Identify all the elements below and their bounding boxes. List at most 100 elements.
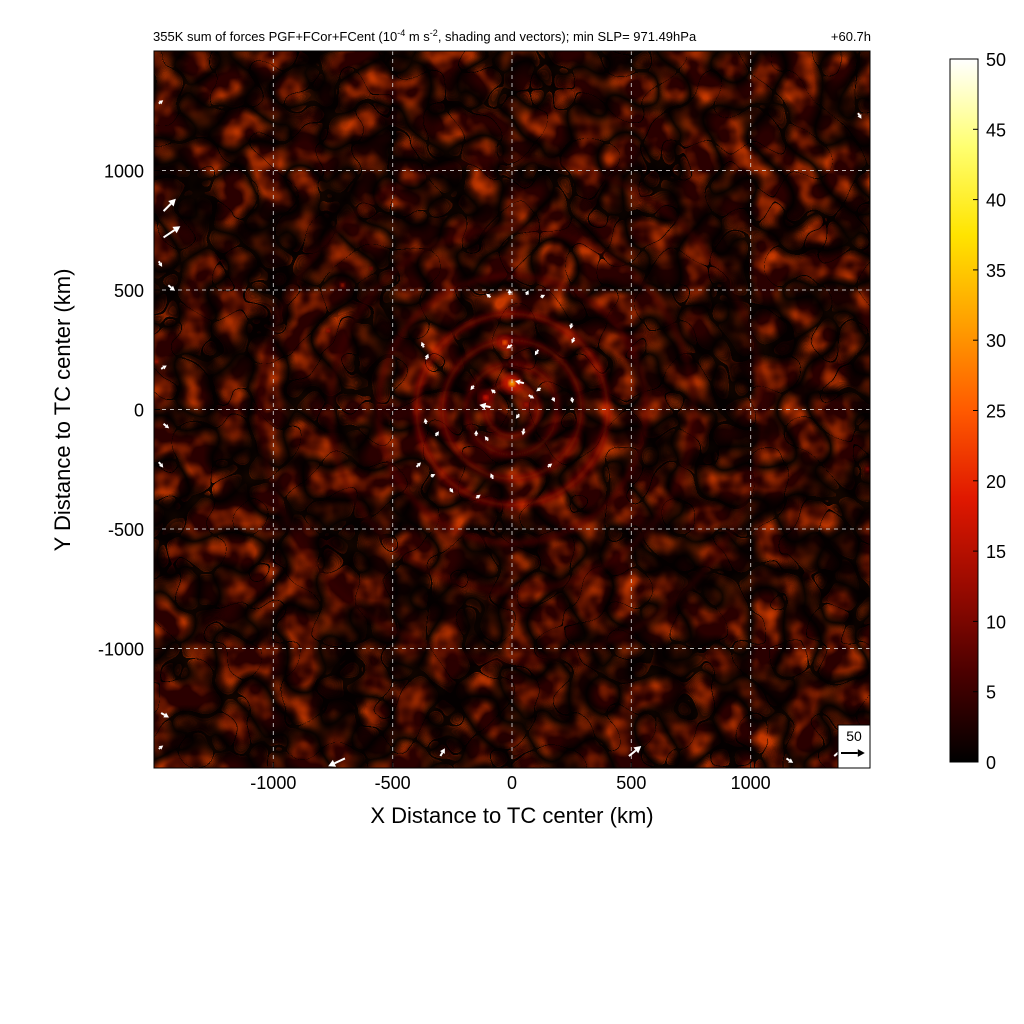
force-vector-shaft — [334, 757, 346, 765]
y-tick-label: 0 — [134, 401, 144, 421]
force-vector-head — [476, 494, 481, 499]
force-vector-shaft — [434, 433, 438, 437]
reference-vector-label: 50 — [846, 728, 862, 744]
force-vector-head — [434, 431, 439, 436]
force-vector-shaft — [160, 712, 166, 716]
force-vector-head — [515, 414, 520, 419]
force-vector-shaft — [162, 423, 167, 427]
force-vector — [167, 284, 176, 291]
force-vector-shaft — [439, 752, 444, 757]
force-vector — [514, 379, 525, 385]
colorbar-ticks: 0 5 10 15 20 25 30 35 40 45 50 — [973, 50, 1006, 773]
force-vectors — [157, 100, 862, 767]
force-vector — [524, 290, 529, 296]
force-vector-shaft — [157, 260, 161, 265]
heatmap-dark-streaks — [154, 51, 870, 768]
force-vector — [439, 748, 445, 757]
force-vector-head — [479, 402, 487, 410]
force-vector-head — [484, 436, 489, 441]
force-vector-shaft — [162, 229, 176, 239]
force-vector-shaft — [538, 387, 542, 390]
force-vector — [160, 365, 167, 370]
reference-vector-key: 50 — [837, 724, 871, 769]
force-vector-head — [423, 418, 428, 423]
force-vector-head — [430, 474, 436, 478]
force-vector-shaft — [572, 337, 575, 341]
force-vector — [420, 341, 425, 348]
force-vector-shaft — [158, 101, 161, 105]
force-vector-head — [158, 745, 164, 750]
force-vector-head — [158, 262, 163, 267]
force-vector-head — [168, 198, 176, 207]
colorbar-tick-label: 45 — [986, 120, 1006, 140]
force-vector-shaft — [785, 757, 791, 762]
x-axis-label: X Distance to TC center (km) — [370, 803, 653, 828]
force-vector — [423, 418, 428, 425]
force-vector — [434, 431, 439, 437]
force-vector-head — [529, 394, 535, 399]
x-tick-label: 0 — [507, 773, 517, 793]
force-vector — [475, 494, 481, 499]
force-vector-shaft — [485, 405, 491, 409]
force-vector — [534, 349, 540, 356]
force-vector-shaft — [160, 366, 164, 370]
force-vector-head — [514, 379, 521, 385]
force-vector — [449, 487, 454, 493]
force-vector-shaft — [167, 284, 172, 289]
x-tick-label: 1000 — [731, 773, 771, 793]
hotspot-core — [524, 402, 529, 407]
force-vector-head — [540, 294, 546, 299]
force-vector-head — [449, 488, 454, 493]
force-vector — [515, 413, 520, 419]
force-vector — [158, 745, 164, 750]
force-vector — [521, 428, 526, 436]
force-vector-shaft — [425, 357, 428, 360]
force-vector — [158, 100, 164, 105]
force-vector — [162, 198, 176, 212]
force-vector-shaft — [157, 461, 162, 466]
force-vector — [536, 387, 542, 392]
colorbar-tick-label: 50 — [986, 50, 1006, 70]
force-vector-head — [416, 462, 422, 467]
force-vector — [569, 397, 575, 404]
force-vector-head — [169, 285, 176, 291]
force-vector — [569, 323, 574, 330]
force-vector-head — [158, 100, 164, 105]
force-vector — [571, 337, 576, 344]
force-vector — [470, 385, 475, 391]
hotspot-core — [369, 266, 373, 270]
force-vector-shaft — [472, 385, 475, 388]
force-vector-head — [551, 397, 555, 403]
chart-title: 355K sum of forces PGF+FCor+FCent (10-4 … — [153, 28, 697, 44]
force-vector-head — [490, 389, 496, 394]
hotspot-core — [866, 467, 870, 471]
reference-vector — [841, 749, 865, 757]
force-vector-head — [490, 473, 495, 478]
force-vector-shaft — [162, 203, 172, 212]
force-vector-head — [507, 289, 512, 294]
force-vector-head — [506, 344, 511, 349]
force-vector — [628, 745, 642, 757]
colorbar-tick-label: 0 — [986, 753, 996, 773]
force-vector — [547, 463, 553, 468]
force-vector — [551, 397, 555, 403]
force-vector — [486, 293, 492, 298]
force-vector-shaft — [628, 749, 637, 757]
force-vector — [528, 394, 535, 399]
reference-vector-arrow — [841, 749, 865, 757]
force-vector-head — [420, 341, 425, 347]
force-vector — [162, 226, 181, 239]
y-tick-label: 500 — [114, 281, 144, 301]
force-vector — [857, 112, 862, 119]
y-tick-label: -500 — [108, 520, 144, 540]
force-vector — [160, 712, 169, 718]
x-tick-label: -500 — [375, 773, 411, 793]
time-label: +60.7h — [831, 29, 871, 44]
force-vector — [474, 430, 479, 436]
force-vector — [424, 353, 429, 360]
force-vector-head — [328, 759, 337, 767]
colorbar-tick-label: 30 — [986, 331, 1006, 351]
force-vector — [490, 389, 496, 394]
y-axis-label: Y Distance to TC center (km) — [50, 269, 75, 552]
force-vector — [490, 473, 495, 480]
